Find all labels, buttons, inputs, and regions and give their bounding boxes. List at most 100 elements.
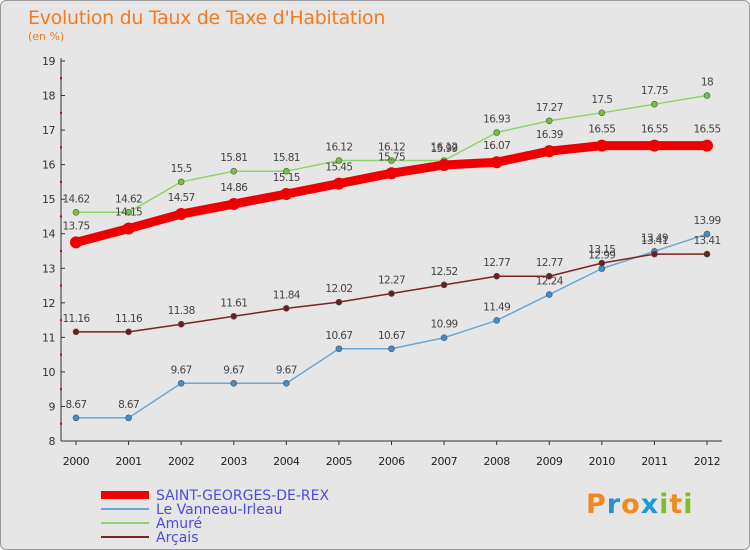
y-axis-minor-marker [60, 422, 62, 425]
data-point [332, 177, 345, 190]
data-label: 12.02 [325, 283, 352, 295]
data-point [545, 291, 553, 298]
y-axis-minor-marker [60, 250, 62, 252]
data-point [70, 236, 82, 249]
data-label: 11.49 [483, 301, 510, 313]
x-tick-label: 2000 [63, 455, 90, 468]
data-point [230, 312, 238, 320]
data-point [388, 157, 395, 164]
data-label: 12.77 [483, 257, 510, 269]
y-tick-label: 12 [42, 297, 55, 310]
data-point [490, 156, 503, 169]
x-tick-label: 2010 [589, 455, 616, 468]
data-point [440, 334, 448, 342]
data-point [438, 158, 451, 171]
x-tick-label: 2009 [536, 455, 563, 468]
data-label: 13.75 [62, 220, 89, 232]
data-label: 11.16 [115, 313, 143, 325]
legend-label: Arçais [156, 530, 199, 546]
data-label: 14.57 [168, 192, 195, 204]
data-label: 16.12 [378, 141, 405, 153]
data-point [177, 320, 185, 328]
data-point [227, 198, 240, 211]
data-point [230, 167, 238, 175]
y-axis-minor-marker [60, 388, 62, 391]
data-point [335, 157, 343, 164]
x-tick-label: 2007 [431, 455, 458, 468]
data-label: 12.99 [588, 250, 615, 262]
y-axis-minor-marker [60, 284, 62, 287]
data-point [598, 109, 606, 117]
y-tick-label: 17 [42, 124, 55, 137]
data-point [280, 188, 293, 200]
data-point [388, 290, 395, 297]
series-saint-georges-de-rex: 13.75 14.15 14.57 14.86 15.15 15.45 15.75 15.99… [62, 124, 721, 249]
data-label: 15.15 [273, 172, 300, 184]
x-tick-label: 2005 [326, 455, 353, 468]
data-point [125, 209, 132, 216]
data-label: 8.67 [66, 399, 87, 411]
data-label: 15.75 [378, 151, 405, 163]
logo-letter: P [586, 489, 607, 520]
data-point [493, 129, 500, 136]
data-label: 15.45 [325, 162, 352, 174]
data-point [335, 298, 343, 306]
y-tick-label: 9 [49, 400, 56, 413]
data-label: 15.81 [273, 152, 300, 164]
data-label: 15.81 [220, 152, 247, 164]
data-label: 13.15 [588, 244, 615, 256]
data-point [283, 380, 290, 387]
legend-label: SAINT-GEORGES-DE-REX [156, 488, 329, 504]
data-label: 17.5 [591, 94, 612, 106]
y-tick-label: 11 [42, 331, 55, 344]
data-point [598, 259, 606, 267]
y-tick-label: 18 [42, 90, 55, 103]
data-point [651, 250, 658, 258]
data-label: 16.39 [536, 129, 563, 141]
y-tick-label: 15 [42, 193, 55, 206]
data-point [125, 414, 132, 422]
data-point [125, 328, 132, 336]
data-label: 10.67 [378, 330, 405, 342]
x-tick-label: 2001 [115, 455, 141, 468]
data-label: 14.86 [220, 182, 248, 194]
y-tick-label: 8 [49, 435, 56, 448]
y-axis-minor-marker [60, 353, 62, 356]
data-label: 17.75 [641, 85, 668, 97]
data-label: 16.07 [483, 140, 510, 152]
data-point [701, 139, 713, 152]
data-label: 9.67 [223, 364, 244, 376]
logo-letter: t [669, 489, 684, 520]
data-label: 18 [701, 77, 713, 89]
data-label: 11.61 [220, 297, 247, 309]
data-label: 13.99 [693, 215, 720, 227]
y-tick-label: 14 [42, 228, 55, 241]
series-le-vanneau-irleau: 8.67 8.67 9.67 9.67 9.67 10.67 10.67 10.99 11.49… [66, 215, 721, 422]
data-point [72, 414, 80, 422]
legend-label: Le Vanneau-Irleau [156, 502, 282, 518]
data-label: 14.15 [115, 207, 142, 219]
data-point [493, 317, 500, 324]
logo-letter: x [640, 489, 660, 520]
y-tick-label: 10 [42, 366, 55, 379]
data-point [388, 345, 395, 353]
y-axis-minor-marker [60, 319, 62, 322]
data-point [651, 100, 658, 108]
chart-unit-label: (en %) [28, 30, 65, 43]
data-label: 10.67 [325, 330, 352, 342]
data-label: 12.52 [431, 266, 458, 278]
data-label: 12.24 [536, 276, 564, 288]
data-point [703, 92, 711, 99]
data-point [335, 345, 343, 353]
logo-letter: i [683, 489, 694, 520]
logo-letter: i [659, 489, 670, 520]
y-tick-label: 13 [42, 262, 55, 275]
data-point [385, 167, 398, 180]
series-ar-ais: 11.16 11.16 11.38 11.61 11.84 12.02 12.27 12.52… [62, 235, 721, 336]
data-point [493, 272, 500, 280]
data-label: 16.93 [483, 114, 510, 126]
data-point [72, 209, 80, 216]
